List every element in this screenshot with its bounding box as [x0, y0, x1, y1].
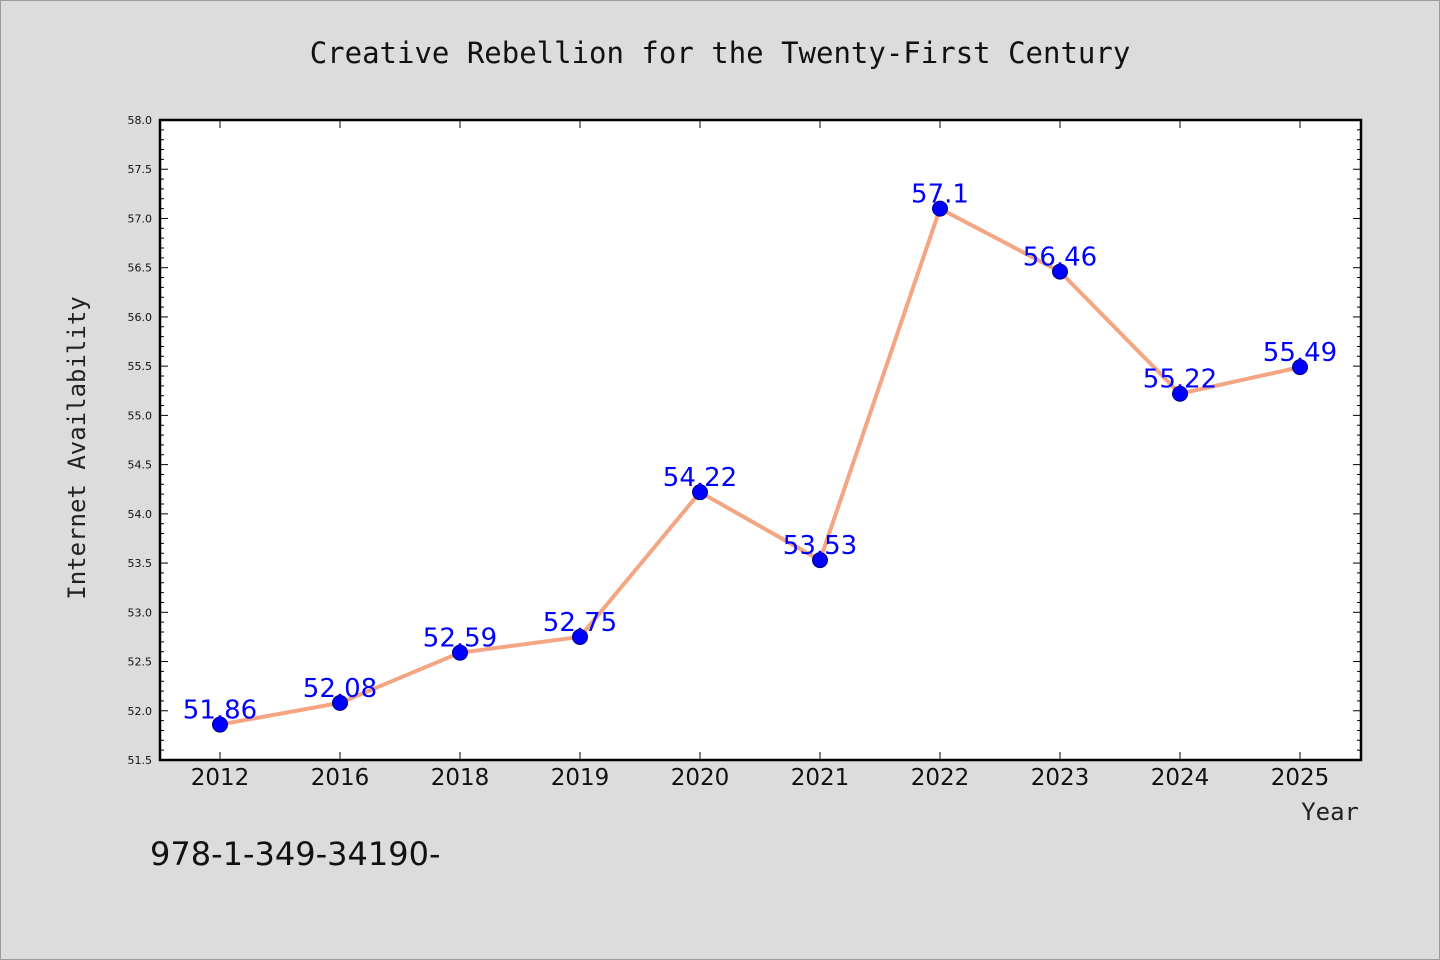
x-tick-label: 2023 [1031, 765, 1090, 791]
data-label: 57.1 [911, 180, 969, 210]
x-tick-label: 2022 [911, 765, 970, 791]
x-tick-label: 2025 [1271, 765, 1330, 791]
data-label: 55.22 [1143, 365, 1217, 395]
series-line [219, 206, 1301, 727]
x-tick-label: 2021 [791, 765, 850, 791]
y-tick-label: 58.0 [128, 114, 153, 127]
x-tick-label: 2024 [1151, 765, 1210, 791]
y-tick-label: 56.0 [128, 311, 153, 324]
y-tick-label: 52.5 [128, 656, 153, 669]
data-label: 56.46 [1023, 243, 1097, 273]
data-point [1052, 263, 1068, 280]
data-label: 52.75 [543, 608, 617, 638]
data-label: 53.53 [783, 531, 857, 561]
y-tick-label: 53.5 [128, 557, 153, 570]
data-point [1292, 359, 1308, 376]
x-tick-label: 2012 [191, 765, 250, 791]
y-tick-label: 57.5 [128, 163, 153, 176]
x-tick-label: 2016 [311, 765, 370, 791]
data-point [572, 628, 588, 645]
data-label: 54.22 [663, 463, 737, 493]
data-point [812, 552, 828, 569]
x-axis-label: Year [1301, 798, 1359, 826]
y-tick-label: 52.0 [128, 705, 153, 718]
series-markers [212, 200, 1308, 733]
y-tick-label: 55.5 [128, 360, 153, 373]
footnote: 978-1-349-34190- [150, 835, 441, 873]
y-tick-label: 54.5 [128, 459, 153, 472]
x-tick-label: 2019 [551, 765, 610, 791]
x-axis: 2012 2016 2018 2019 2020 2021 2022 2023 2024 2025 [191, 120, 1330, 791]
y-tick-label: 56.5 [128, 262, 153, 275]
plot-area [158, 118, 1363, 762]
y-axis-label: Internet Availability [63, 296, 91, 599]
data-point [1172, 385, 1188, 402]
y-tick-label: 55.0 [128, 409, 153, 422]
y-axis: 51.5 52.0 52.5 53.0 53.5 54.0 54.5 55.0 55.5 56.0… [128, 114, 1361, 767]
data-point [692, 484, 708, 501]
chart-title: Creative Rebellion for the Twenty-First … [310, 36, 1131, 70]
data-point [452, 644, 468, 661]
data-label: 55.49 [1263, 338, 1337, 368]
y-tick-label: 51.5 [128, 754, 153, 767]
data-label: 51.86 [183, 696, 257, 726]
y-tick-label: 54.0 [128, 508, 153, 521]
x-tick-label: 2020 [671, 765, 730, 791]
data-point [332, 694, 348, 711]
data-label: 52.08 [303, 674, 377, 704]
data-point [932, 200, 948, 217]
x-tick-label: 2018 [431, 765, 490, 791]
y-tick-label: 57.0 [128, 212, 153, 225]
y-tick-label: 53.0 [128, 606, 153, 619]
data-labels: 51.86 52.08 52.59 52.75 54.22 53.53 57.1 56.46 5… [183, 180, 1337, 726]
data-point [212, 716, 228, 733]
data-label: 52.59 [423, 624, 497, 654]
